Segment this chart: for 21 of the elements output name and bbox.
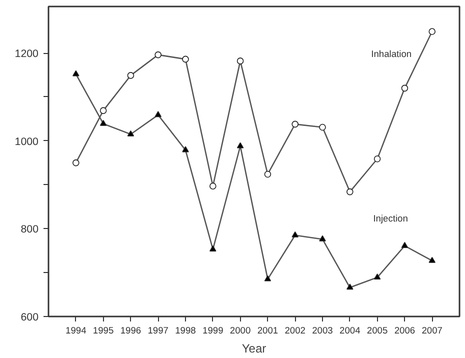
x-tick-label: 1994 [66, 326, 86, 336]
x-axis-title: Year [242, 342, 266, 356]
x-tick-label: 1995 [92, 326, 114, 336]
x-tick-label: 1996 [120, 326, 142, 336]
y-tick-label: 800 [20, 224, 39, 236]
x-tick-label: 2001 [257, 326, 278, 336]
x-tick-label: 2006 [394, 326, 416, 336]
x-tick-label: 2005 [366, 326, 388, 336]
x-tick-label: 1998 [175, 326, 196, 336]
x-tick-label: 2000 [230, 326, 251, 336]
x-tick-label: 2002 [284, 326, 306, 336]
x-tick-label: 1997 [148, 326, 168, 336]
x-tick-label: 1999 [202, 326, 224, 336]
x-tick-label: 2003 [312, 326, 333, 336]
y-tick-label: 600 [20, 312, 39, 324]
y-tick-label: 1200 [14, 48, 39, 60]
series-label: Inhalation [371, 49, 412, 60]
y-tick-label: 1000 [14, 136, 39, 148]
x-tick-label: 2004 [340, 326, 360, 336]
x-tick-label: 2007 [422, 326, 442, 336]
text: Injection [373, 214, 408, 224]
